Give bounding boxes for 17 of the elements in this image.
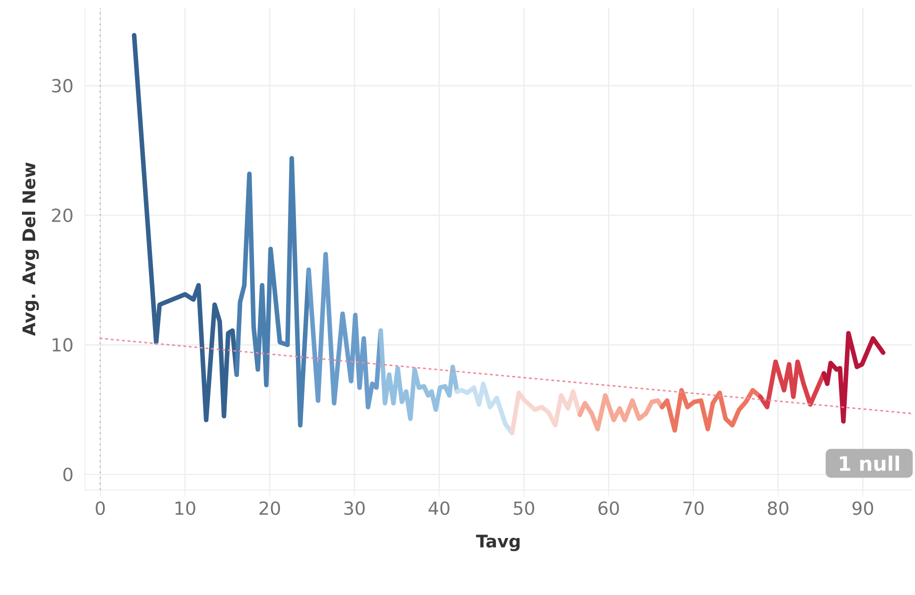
x-axis-title: Tavg [476, 534, 520, 552]
x-tick-label: 70 [683, 501, 704, 515]
x-tick-label: 10 [176, 501, 196, 515]
x-tick-label: 90 [852, 501, 874, 515]
x-tick-label: 0 [96, 501, 105, 515]
y-tick-label: 30 [52, 78, 72, 93]
x-tick-label: 20 [260, 501, 280, 515]
y-tick-label: 10 [52, 338, 72, 352]
x-tick-label: 60 [598, 501, 619, 515]
y-tick-label: 0 [63, 468, 72, 482]
annotation: 1 null [840, 456, 900, 472]
y-tick-label: 20 [52, 208, 72, 222]
y-axis-title: Avg. Avg Del New [22, 162, 39, 336]
x-tick-label: 80 [768, 501, 788, 515]
x-tick-label: 30 [344, 501, 365, 515]
x-tick-label: 50 [514, 501, 534, 515]
x-tick-label: 40 [428, 501, 450, 515]
